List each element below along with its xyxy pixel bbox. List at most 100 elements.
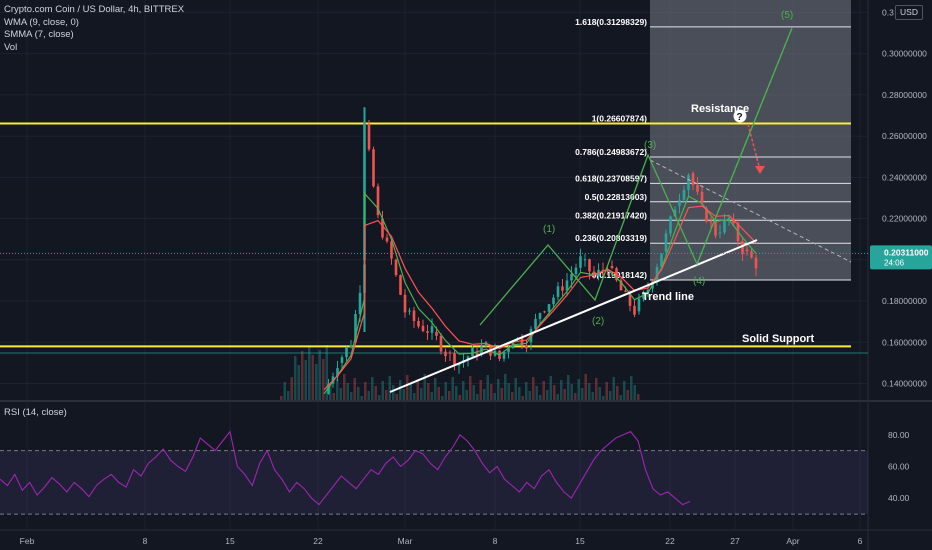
volume-bar <box>455 386 458 400</box>
fibonacci-level-label: 0.618(0.23708597) <box>575 173 647 183</box>
volume-bar <box>437 387 440 400</box>
volume-bar <box>486 375 489 400</box>
candle-body <box>606 270 609 272</box>
volume-bar <box>619 395 622 400</box>
volume-bar <box>364 382 367 400</box>
price-axis-label: 0.18000000 <box>882 296 927 306</box>
volume-bar <box>493 393 496 400</box>
chart-title[interactable]: Crypto.com Coin / US Dollar, 4h, BITTREX <box>4 4 185 15</box>
volume-bar <box>388 376 391 400</box>
candle-body <box>619 280 623 291</box>
candle-body <box>372 149 375 187</box>
volume-bar <box>395 394 398 400</box>
support-label: Solid Support <box>742 333 814 345</box>
candle-body <box>453 353 456 366</box>
candle-body <box>727 217 731 220</box>
volume-bar <box>402 389 405 400</box>
wave-label: (3) <box>644 140 656 151</box>
price-axis-label: 0.30000000 <box>882 49 927 59</box>
volume-bar <box>343 374 346 400</box>
time-axis-label: 15 <box>575 536 585 546</box>
volume-bar <box>528 391 531 400</box>
candle-body <box>376 186 380 216</box>
volume-bar <box>602 396 605 400</box>
volume-bar <box>462 381 465 400</box>
volume-bar <box>322 359 325 400</box>
rsi-axis-label: 60.00 <box>888 462 910 472</box>
volume-bar <box>399 380 402 400</box>
rsi-pane <box>0 430 868 515</box>
projection-dashed-path <box>696 27 793 265</box>
candle-body <box>430 326 434 333</box>
candle-body <box>696 184 699 192</box>
candle-body <box>367 123 371 150</box>
volume-bar <box>381 381 384 400</box>
volume-bar <box>427 383 430 400</box>
candle-body <box>547 304 551 312</box>
axis-layer: 0.140000000.160000000.180000000.20000000… <box>20 7 932 546</box>
candle-body <box>417 321 420 327</box>
volume-bar <box>290 377 293 400</box>
candle-body <box>664 233 668 252</box>
volume-legend[interactable]: Vol <box>4 41 18 53</box>
time-axis-label: Apr <box>786 536 799 546</box>
volume-bar <box>336 379 339 400</box>
time-axis-label: 6 <box>858 536 863 546</box>
volume-bar <box>490 384 493 400</box>
wma-legend[interactable]: WMA (9, close, 0) <box>4 16 79 28</box>
currency-badge[interactable]: USD <box>895 5 923 20</box>
volume-bar <box>539 395 542 400</box>
volume-bar <box>511 392 514 400</box>
volume-bar <box>500 388 503 400</box>
candle-body <box>534 318 537 330</box>
volume-bar <box>416 379 419 400</box>
volume-bar <box>434 378 437 400</box>
price-axis-label: 0.24000000 <box>882 172 927 182</box>
volume-bar <box>546 390 549 400</box>
volume-bar <box>637 394 640 400</box>
volume-bar <box>367 391 370 400</box>
volume-bar <box>458 395 461 400</box>
candle-body <box>561 286 564 291</box>
smma-legend[interactable]: SMMA (7, close) <box>4 29 74 40</box>
volume-bar <box>581 388 584 400</box>
volume-bar <box>497 379 500 400</box>
candle-body <box>412 310 416 322</box>
volume-bar <box>623 381 626 400</box>
volume-bar <box>420 388 423 400</box>
volume-bar <box>598 387 601 400</box>
candle-body <box>570 274 573 281</box>
candle-body <box>637 298 641 312</box>
question-marker-text: ? <box>737 112 743 123</box>
candle-body <box>655 267 659 282</box>
volume-bar <box>521 396 524 400</box>
volume-bar <box>444 382 447 400</box>
volume-bar <box>413 393 416 400</box>
candle-body <box>691 173 695 185</box>
candle-body <box>745 249 749 252</box>
candle-body <box>390 241 393 259</box>
indicator-legend: Crypto.com Coin / US Dollar, 4h, BITTREX… <box>4 4 184 54</box>
volume-bar <box>469 376 472 400</box>
candle-body <box>507 348 510 353</box>
volume-bar <box>308 346 311 400</box>
volume-bar <box>451 377 454 400</box>
candle-body <box>394 259 398 276</box>
candle-body <box>723 219 726 233</box>
volume-bar <box>556 394 559 400</box>
volume-bar <box>479 380 482 400</box>
rsi-band-fill <box>0 450 868 515</box>
candle-body <box>543 311 546 313</box>
candle-body <box>444 351 447 357</box>
volume-bar <box>304 360 307 400</box>
rsi-legend[interactable]: RSI (14, close) <box>4 407 67 418</box>
volume-bar <box>504 374 507 400</box>
volume-bar <box>301 351 304 400</box>
candle-body <box>732 218 735 224</box>
wave-label: (2) <box>592 316 604 327</box>
time-axis-label: 22 <box>313 536 323 546</box>
candle-body <box>669 216 672 234</box>
fibonacci-level-label: 0.5(0.22813003) <box>585 192 648 202</box>
candle-body <box>484 342 488 347</box>
candle-body <box>439 335 443 352</box>
